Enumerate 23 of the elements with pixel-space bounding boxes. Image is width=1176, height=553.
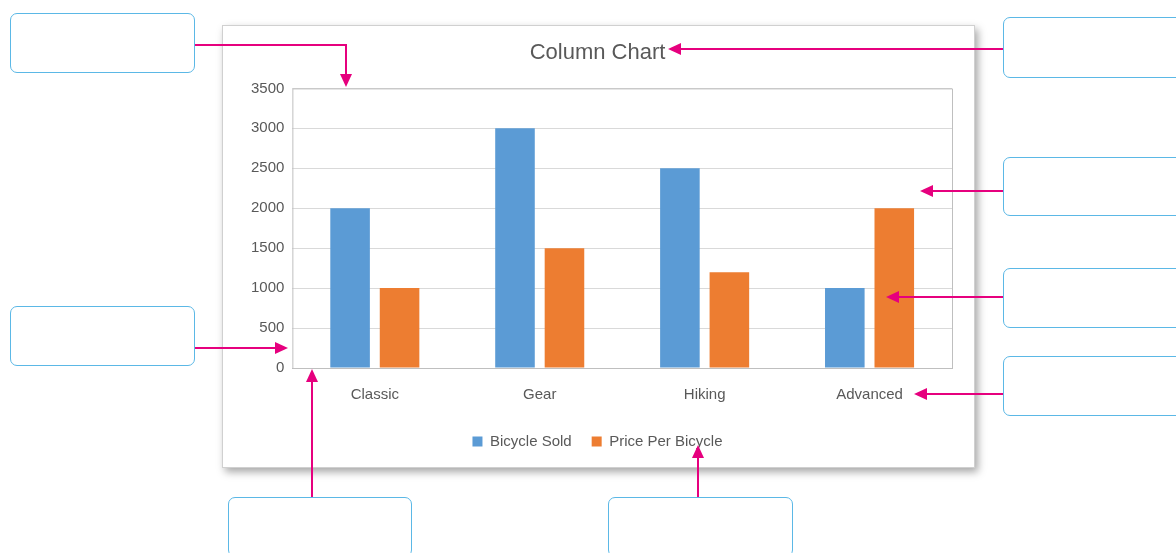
x-tick-label: Gear bbox=[523, 385, 557, 403]
y-tick-label: 500 bbox=[259, 318, 285, 336]
legend-label: Bicycle Sold bbox=[489, 431, 572, 449]
bar bbox=[709, 272, 750, 368]
legend-label: Price Per Bicycle bbox=[609, 431, 723, 449]
x-tick-label: Classic bbox=[350, 385, 400, 403]
y-tick-label: 2000 bbox=[250, 198, 285, 216]
bar bbox=[379, 288, 420, 368]
bar bbox=[825, 288, 865, 368]
bar bbox=[874, 208, 915, 368]
y-tick-label: 2500 bbox=[250, 158, 285, 176]
y-tick-label: 1000 bbox=[250, 278, 285, 296]
y-tick-label: 1500 bbox=[250, 238, 285, 256]
x-tick-label: Hiking bbox=[683, 385, 726, 403]
bar bbox=[495, 128, 535, 368]
x-tick-label: Advanced bbox=[836, 385, 903, 403]
bar bbox=[544, 248, 585, 368]
y-tick-label: 3500 bbox=[250, 78, 285, 96]
chart-title: Column Chart bbox=[529, 39, 666, 65]
y-tick-label: 3000 bbox=[250, 118, 285, 136]
bar bbox=[330, 208, 370, 368]
bar bbox=[660, 168, 700, 368]
y-tick-label: 0 bbox=[276, 358, 285, 376]
